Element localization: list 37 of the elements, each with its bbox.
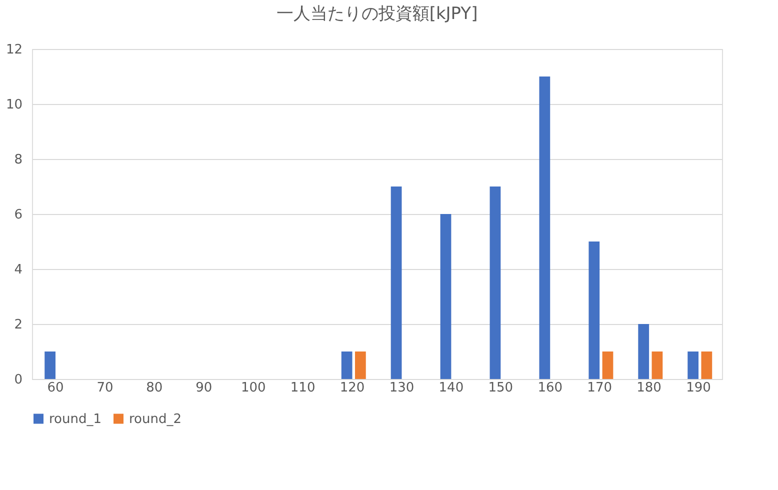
bar bbox=[341, 352, 352, 379]
legend-label: round_1 bbox=[49, 412, 102, 427]
x-tick-label: 140 bbox=[438, 380, 464, 396]
x-tick-label: 190 bbox=[686, 380, 711, 396]
bar bbox=[588, 242, 600, 379]
y-tick-label: 2 bbox=[14, 318, 22, 332]
bar bbox=[652, 352, 663, 379]
bar bbox=[354, 352, 366, 379]
x-tick-label: 150 bbox=[488, 380, 514, 396]
y-tick-label: 8 bbox=[14, 152, 22, 168]
x-tick-label: 180 bbox=[636, 380, 662, 396]
bar bbox=[44, 352, 56, 379]
bar bbox=[602, 352, 614, 379]
y-tick-label: 4 bbox=[14, 262, 22, 278]
x-tick-label: 100 bbox=[240, 380, 266, 396]
x-tick-label: 80 bbox=[146, 380, 163, 396]
chart-title: 一人当たりの投資額[kJPY] bbox=[276, 4, 478, 24]
y-tick-label: 10 bbox=[6, 98, 22, 112]
x-tick-label: 160 bbox=[538, 380, 563, 396]
x-tick-label: 170 bbox=[587, 380, 612, 396]
bar bbox=[638, 324, 650, 379]
bar bbox=[688, 352, 699, 379]
x-tick-label: 90 bbox=[196, 380, 212, 396]
legend-label: round_2 bbox=[129, 412, 182, 427]
y-tick-label: 6 bbox=[14, 208, 22, 222]
bar bbox=[490, 186, 501, 379]
x-tick-label: 130 bbox=[389, 380, 414, 396]
bar bbox=[539, 76, 550, 379]
x-tick-label: 60 bbox=[47, 380, 64, 396]
bar bbox=[440, 214, 452, 379]
y-tick-label: 12 bbox=[6, 42, 22, 58]
x-tick-label: 110 bbox=[290, 380, 316, 396]
x-tick-label: 120 bbox=[340, 380, 365, 396]
x-tick-label: 70 bbox=[96, 380, 114, 396]
bar bbox=[701, 352, 712, 379]
bar bbox=[390, 186, 402, 379]
y-tick-label: 0 bbox=[14, 372, 22, 388]
